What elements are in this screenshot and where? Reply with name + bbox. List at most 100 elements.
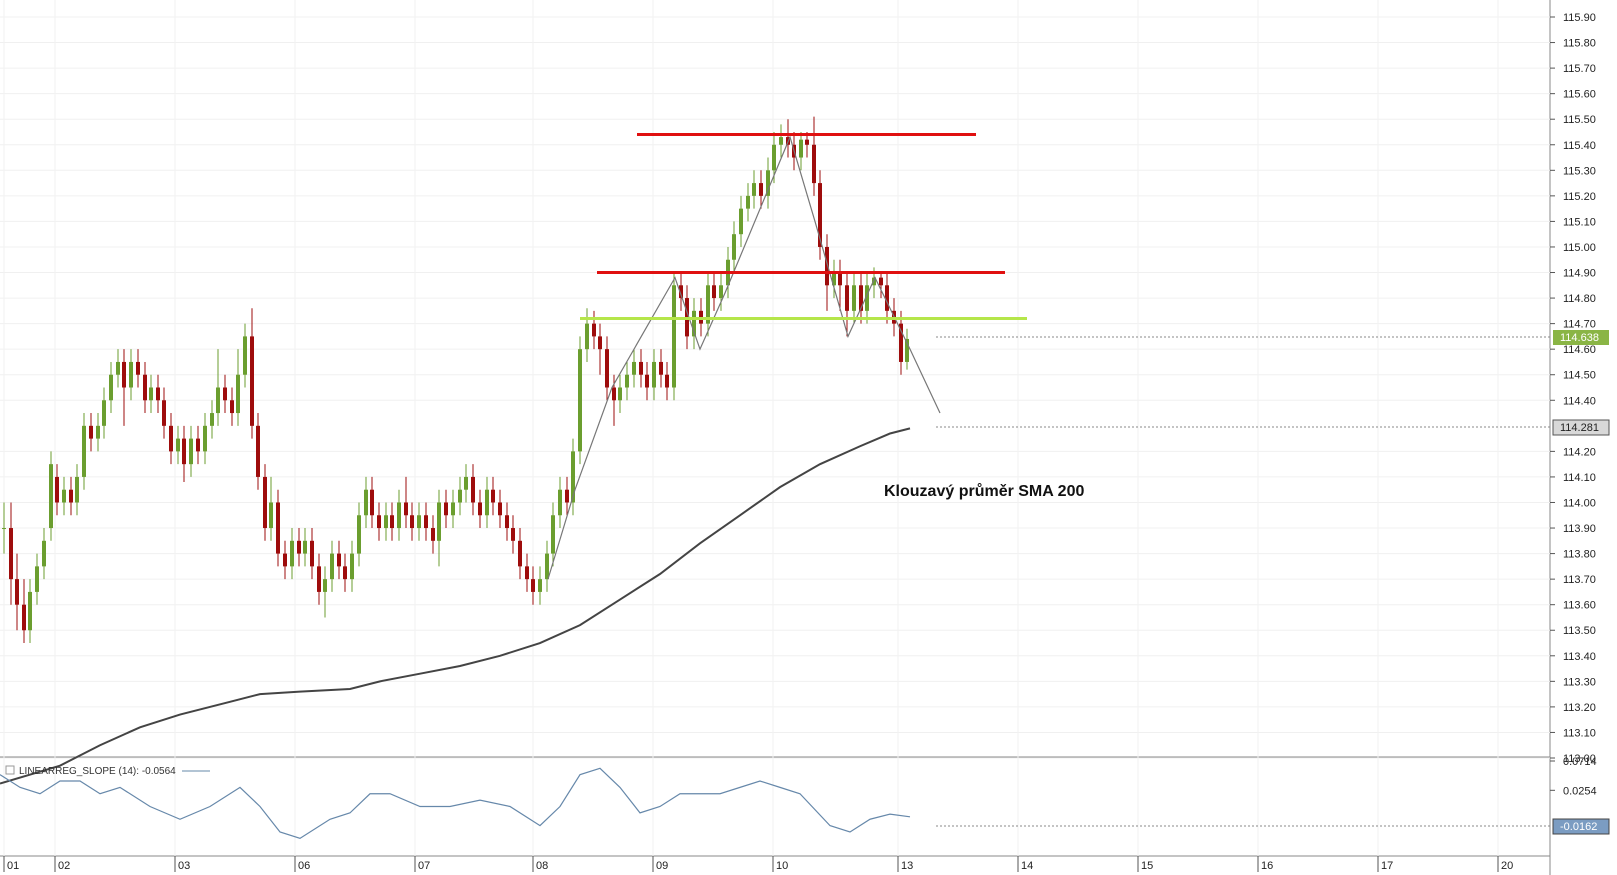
candle	[531, 566, 535, 605]
candle-body	[96, 425, 100, 439]
candle	[364, 476, 368, 529]
candle	[812, 116, 816, 196]
candle	[256, 413, 260, 490]
candle-body	[310, 540, 314, 567]
candle	[22, 579, 26, 644]
candle-body	[766, 170, 770, 196]
candle	[122, 349, 126, 426]
candle	[779, 124, 783, 158]
candle-body	[518, 540, 522, 567]
candle-body	[122, 361, 126, 388]
candle	[330, 540, 334, 592]
candle-body	[250, 336, 254, 426]
candle	[752, 170, 756, 209]
candle	[343, 553, 347, 592]
candle	[263, 464, 267, 541]
candle-body	[116, 361, 120, 375]
candle	[852, 272, 856, 324]
candle-body	[805, 139, 809, 145]
y-tick-label: 113.00	[1563, 753, 1596, 765]
candle	[196, 425, 200, 465]
candle	[143, 361, 147, 414]
candle-body	[82, 425, 86, 477]
y-tick-label: 113.50	[1563, 625, 1596, 637]
candle-body	[156, 387, 160, 401]
candle-body	[845, 285, 849, 311]
candle	[230, 387, 234, 426]
candle	[102, 387, 106, 439]
candle-body	[859, 285, 863, 311]
candle-body	[511, 528, 515, 541]
candle	[838, 259, 842, 311]
candle	[451, 489, 455, 529]
candle	[203, 413, 207, 465]
y-tick-label: 115.80	[1563, 38, 1596, 50]
candle	[679, 272, 683, 311]
price-axis: 115.90 115.80 115.70 115.60 115.50 115.40 115.…	[1550, 12, 1596, 765]
candle	[625, 361, 629, 401]
candle	[323, 566, 327, 618]
y-tick-label: 115.30	[1563, 165, 1596, 177]
candle	[551, 502, 555, 567]
candle	[485, 476, 489, 529]
candle	[357, 502, 361, 567]
time-axis: 01 02 03 06 07 08 09 10 13 14 15 16 17 20	[3, 856, 1513, 872]
candle	[672, 272, 676, 401]
sma-200-path	[0, 427, 911, 785]
candle-body	[89, 425, 93, 439]
candle-body	[2, 528, 6, 530]
candle	[632, 349, 636, 388]
candle	[746, 183, 750, 222]
candle	[592, 310, 596, 350]
candle-body	[505, 515, 509, 529]
indicator-legend-label: LINEARREG_SLOPE (14): -0.0564	[19, 766, 176, 777]
x-tick-label: 16	[1261, 860, 1273, 872]
candle-body	[625, 374, 629, 388]
candle	[136, 349, 140, 388]
candle-body	[317, 566, 321, 592]
candle-body	[182, 438, 186, 465]
candle	[464, 464, 468, 503]
candle	[109, 361, 113, 414]
candle-body	[276, 502, 280, 554]
y-tick-label: 115.60	[1563, 89, 1596, 101]
candle	[545, 540, 549, 592]
y-tick-label: 115.50	[1563, 114, 1596, 126]
candle-body	[885, 285, 889, 311]
sma-200-line	[0, 427, 911, 785]
candle	[297, 528, 301, 567]
candle	[377, 502, 381, 541]
candle-body	[659, 361, 663, 375]
candle	[645, 361, 649, 401]
candle-body	[551, 515, 555, 554]
candle	[337, 540, 341, 580]
candle-body	[759, 183, 763, 196]
y-tick-label: 115.40	[1563, 140, 1596, 152]
indicator-y-tick-label: 0.0254	[1563, 785, 1597, 797]
candle	[598, 323, 602, 375]
candle	[558, 476, 562, 529]
candle-body	[384, 515, 388, 529]
candle-body	[230, 400, 234, 414]
candle-body	[585, 323, 589, 350]
candle-body	[565, 489, 569, 503]
candle	[42, 528, 46, 580]
candle-body	[645, 374, 649, 388]
candle	[417, 502, 421, 541]
sma-badge-label: 114.281	[1560, 422, 1599, 434]
candle-body	[149, 387, 153, 401]
candle-body	[169, 425, 173, 452]
candle	[156, 374, 160, 414]
candle	[652, 349, 656, 401]
candle	[397, 489, 401, 541]
x-tick-label: 06	[298, 860, 310, 872]
candle	[390, 502, 394, 541]
candle	[250, 308, 254, 439]
candle	[706, 272, 710, 337]
candle-body	[75, 476, 79, 503]
y-tick-label: 114.10	[1563, 472, 1596, 484]
candle	[216, 349, 220, 426]
y-tick-label: 115.70	[1563, 63, 1596, 75]
candle-body	[424, 515, 428, 529]
